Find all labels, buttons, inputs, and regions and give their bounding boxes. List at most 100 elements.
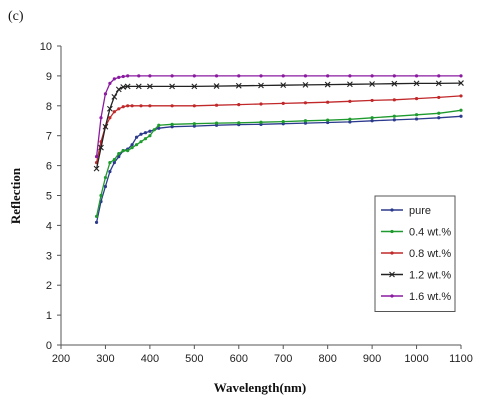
data-point [237, 74, 241, 78]
x-tick-label: 200 [52, 353, 70, 365]
data-point [281, 74, 285, 78]
y-tick-label: 2 [46, 280, 52, 292]
data-point [124, 83, 131, 90]
data-point [117, 75, 121, 79]
y-tick-label: 4 [46, 220, 52, 232]
x-tick-label: 700 [274, 353, 292, 365]
y-tick-label: 6 [46, 161, 52, 173]
x-tick-label: 900 [363, 353, 381, 365]
y-tick-label: 10 [40, 41, 52, 53]
data-point [120, 84, 127, 90]
data-point [259, 102, 263, 106]
data-point [459, 108, 463, 112]
data-point [459, 74, 463, 78]
data-point [117, 107, 121, 111]
data-point [370, 98, 374, 103]
y-tick-label: 8 [46, 101, 52, 113]
data-point [94, 220, 99, 225]
data-point [148, 104, 152, 108]
data-point [130, 143, 134, 147]
data-point [143, 131, 148, 135]
data-point [98, 144, 104, 151]
data-point [280, 82, 287, 89]
data-point [108, 116, 112, 120]
data-point [112, 110, 116, 114]
data-point [170, 122, 174, 126]
data-point [170, 125, 174, 129]
x-tick-label: 600 [230, 353, 248, 365]
legend-label: 0.4 wt.% [409, 227, 451, 239]
data-point [192, 122, 196, 126]
data-point [191, 83, 198, 90]
data-point [157, 123, 161, 127]
data-point [370, 74, 374, 78]
x-tick-label: 1000 [404, 353, 428, 365]
data-point [392, 98, 396, 102]
data-point [152, 128, 156, 132]
y-tick-label: 0 [46, 340, 52, 352]
data-point [139, 104, 143, 108]
data-point [392, 74, 396, 78]
data-point [326, 100, 330, 104]
data-point [259, 74, 263, 78]
x-axis-title: Wavelength(nm) [214, 380, 306, 395]
data-point [143, 137, 148, 141]
data-point [94, 214, 99, 219]
data-point [326, 74, 330, 78]
data-point [148, 74, 152, 78]
data-point [390, 294, 394, 298]
legend-box [374, 195, 456, 312]
data-point [389, 271, 395, 278]
data-point [390, 229, 394, 234]
series-2 [94, 94, 463, 165]
data-point [237, 121, 241, 125]
legend-item: pure [381, 205, 431, 217]
data-point [108, 169, 112, 174]
data-point [437, 95, 441, 100]
data-point [169, 83, 176, 90]
data-point [414, 97, 419, 101]
y-tick-label: 3 [46, 250, 52, 262]
data-point [112, 158, 116, 162]
legend-label: pure [409, 205, 431, 217]
data-point [139, 132, 143, 136]
data-point [148, 134, 152, 138]
data-point [303, 119, 308, 123]
data-point [303, 101, 308, 105]
data-point [112, 77, 116, 81]
data-point [94, 155, 99, 159]
data-point [134, 135, 139, 139]
data-point [126, 74, 130, 78]
data-point [390, 251, 394, 255]
y-tick-label: 1 [46, 310, 52, 322]
data-point [99, 193, 103, 198]
data-point [148, 129, 152, 133]
data-point [108, 161, 112, 165]
legend-item: 1.2 wt.% [381, 270, 451, 282]
data-point [121, 74, 125, 79]
data-point [437, 116, 441, 120]
data-point [192, 74, 196, 78]
data-point [103, 92, 108, 96]
axes: 200 300 400 500 600 700 800 900 1000 1100 0 1 2 3 4 5 6 7… [40, 41, 473, 365]
data-point [126, 104, 130, 108]
data-point [281, 120, 285, 124]
data-point [392, 118, 396, 122]
data-point [369, 81, 376, 87]
data-point [348, 99, 352, 103]
data-point [117, 155, 121, 159]
data-point [146, 83, 153, 90]
y-tick-label: 5 [46, 191, 52, 203]
y-axis-title: Reflection [8, 167, 23, 224]
data-point [235, 82, 242, 89]
data-point [458, 80, 464, 86]
data-point [413, 80, 420, 87]
data-point [157, 126, 161, 130]
data-point [435, 80, 442, 87]
y-tick-label: 9 [46, 71, 52, 83]
data-point [326, 120, 330, 125]
series-3 [93, 80, 464, 172]
data-point [137, 74, 141, 78]
data-point [214, 74, 219, 78]
